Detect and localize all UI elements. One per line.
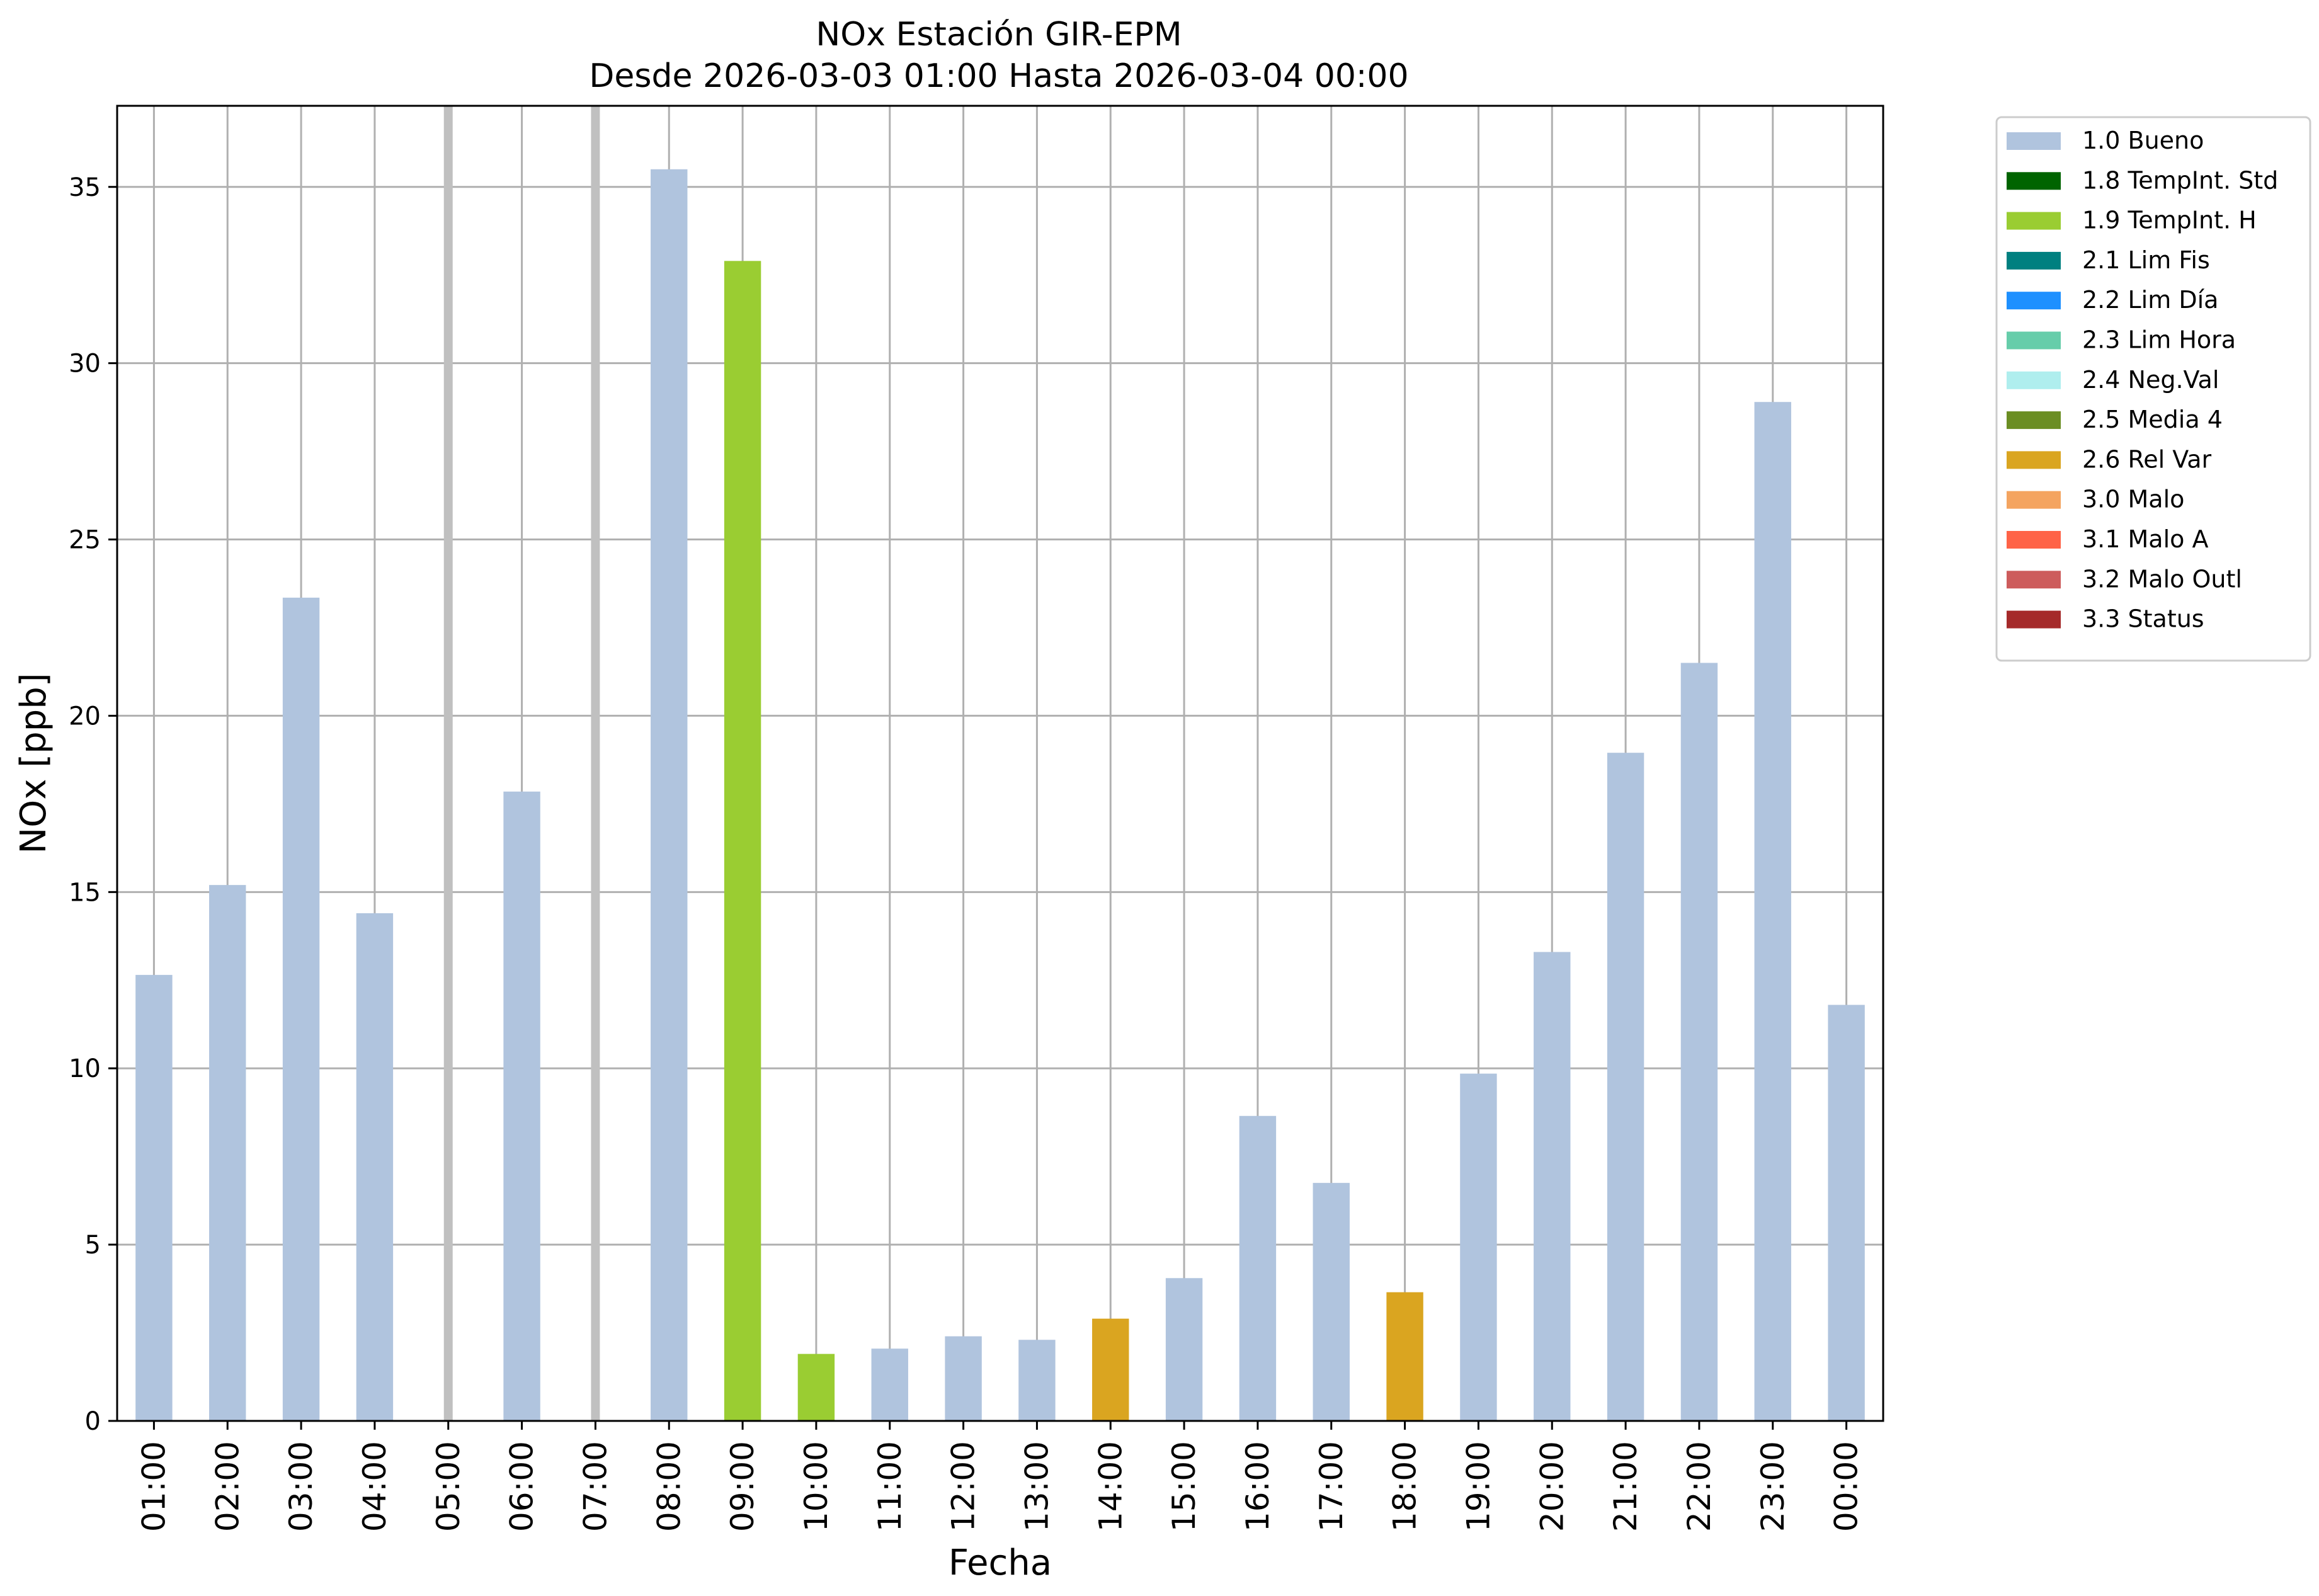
bar-0800 (651, 169, 688, 1422)
legend-label-10: 3.1 Malo A (2082, 525, 2208, 553)
legend-swatch-10 (2007, 531, 2061, 549)
legend-swatch-3 (2007, 251, 2061, 270)
legend-label-7: 2.5 Media 4 (2082, 406, 2223, 433)
legend-swatch-6 (2007, 371, 2061, 389)
bar-1500 (1165, 1278, 1203, 1421)
chart-title: NOx Estación GIR-EPM (816, 16, 1182, 54)
x-tick-label-9: 10:00 (798, 1441, 835, 1532)
y-axis-label: NOx [ppb] (13, 673, 54, 853)
bar-1200 (945, 1336, 982, 1421)
legend-label-6: 2.4 Neg.Val (2082, 366, 2219, 394)
x-tick-label-16: 17:00 (1313, 1441, 1350, 1532)
y-tick-label-5: 25 (69, 526, 101, 555)
y-tick-label-4: 20 (69, 702, 101, 731)
y-tick-label-6: 30 (69, 350, 101, 379)
legend-label-3: 2.1 Lim Fis (2082, 246, 2210, 274)
bar-0900 (724, 261, 761, 1421)
bar-0200 (209, 885, 246, 1421)
legend-label-5: 2.3 Lim Hora (2082, 326, 2236, 354)
x-tick-label-23: 00:00 (1828, 1441, 1865, 1532)
y-tick-label-3: 15 (69, 878, 101, 907)
bar-0400 (356, 913, 394, 1421)
legend-swatch-7 (2007, 411, 2061, 430)
x-tick-label-20: 21:00 (1607, 1441, 1644, 1532)
missing-marker-0700 (591, 106, 600, 1421)
x-tick-label-6: 07:00 (577, 1441, 613, 1532)
bar-1700 (1313, 1183, 1350, 1421)
x-tick-label-17: 18:00 (1387, 1441, 1423, 1532)
x-axis-ticks: 01:00 02:00 03:00 04:00 05:00 06:00 07:00 08:00… (135, 1421, 1865, 1532)
y-tick-label-1: 5 (85, 1231, 101, 1260)
legend-label-12: 3.3 Status (2082, 605, 2204, 633)
x-tick-label-0: 01:00 (135, 1441, 172, 1532)
bar-0000 (1828, 1005, 1865, 1421)
legend-label-9: 3.0 Malo (2082, 486, 2184, 513)
legend-swatch-5 (2007, 331, 2061, 350)
x-tick-label-13: 14:00 (1092, 1441, 1129, 1532)
x-tick-label-22: 23:00 (1755, 1441, 1791, 1532)
bar-2100 (1607, 753, 1644, 1421)
y-tick-label-0: 0 (85, 1407, 101, 1436)
bar-1600 (1239, 1115, 1277, 1421)
legend-swatch-0 (2007, 132, 2061, 150)
x-tick-label-15: 16:00 (1239, 1441, 1276, 1532)
bar-1900 (1460, 1073, 1497, 1421)
bar-1000 (797, 1354, 835, 1421)
bars (135, 169, 1865, 1422)
bar-2300 (1754, 402, 1791, 1421)
y-tick-label-2: 10 (69, 1054, 101, 1083)
plot-frame (116, 105, 1884, 1422)
legend-label-4: 2.2 Lim Día (2082, 286, 2218, 314)
x-axis-label: Fecha (949, 1542, 1052, 1583)
x-tick-label-1: 02:00 (209, 1441, 246, 1532)
legend-label-2: 1.9 TempInt. H (2082, 207, 2257, 234)
chart-subtitle: Desde 2026-03-03 01:00 Hasta 2026-03-04 … (589, 57, 1408, 95)
legend-label-8: 2.6 Rel Var (2082, 445, 2212, 473)
legend: 1.0 Bueno 1.8 TempInt. Std 1.9 TempInt. H 2… (1995, 116, 2311, 662)
legend-swatch-4 (2007, 292, 2061, 310)
x-tick-label-2: 03:00 (283, 1441, 319, 1532)
legend-label-11: 3.2 Malo Outl (2082, 565, 2242, 593)
x-tick-label-21: 22:00 (1681, 1441, 1718, 1532)
x-tick-label-4: 05:00 (430, 1441, 467, 1532)
bar-0600 (503, 791, 540, 1421)
bar-1400 (1092, 1318, 1129, 1421)
legend-swatch-2 (2007, 212, 2061, 230)
bar-1800 (1386, 1292, 1423, 1421)
bar-0100 (135, 974, 173, 1421)
bar-2200 (1680, 663, 1718, 1421)
legend-label-0: 1.0 Bueno (2082, 127, 2204, 154)
y-axis-ticks: 0 5 10 15 20 25 30 35 (69, 173, 117, 1436)
x-tick-label-8: 09:00 (724, 1441, 761, 1532)
legend-swatch-8 (2007, 451, 2061, 469)
bar-1100 (871, 1348, 908, 1421)
legend-swatch-11 (2007, 571, 2061, 589)
x-tick-label-10: 11:00 (872, 1441, 908, 1532)
missing-data-markers (443, 106, 600, 1421)
y-tick-label-7: 35 (69, 173, 101, 202)
legend-swatch-12 (2007, 610, 2061, 629)
x-tick-label-3: 04:00 (356, 1441, 393, 1532)
missing-marker-0500 (443, 106, 453, 1421)
x-tick-label-19: 20:00 (1534, 1441, 1570, 1532)
x-tick-label-7: 08:00 (651, 1441, 687, 1532)
legend-swatch-1 (2007, 172, 2061, 190)
x-tick-label-12: 13:00 (1018, 1441, 1055, 1532)
legend-label-1: 1.8 TempInt. Std (2082, 166, 2278, 194)
x-tick-label-18: 19:00 (1460, 1441, 1496, 1532)
x-tick-label-5: 06:00 (504, 1441, 540, 1532)
bar-1300 (1018, 1340, 1056, 1421)
bar-0300 (282, 597, 320, 1421)
legend-swatch-9 (2007, 491, 2061, 509)
legend-box (1995, 116, 2311, 662)
bar-2000 (1534, 952, 1571, 1421)
x-tick-label-14: 15:00 (1166, 1441, 1202, 1532)
x-tick-label-11: 12:00 (945, 1441, 982, 1532)
